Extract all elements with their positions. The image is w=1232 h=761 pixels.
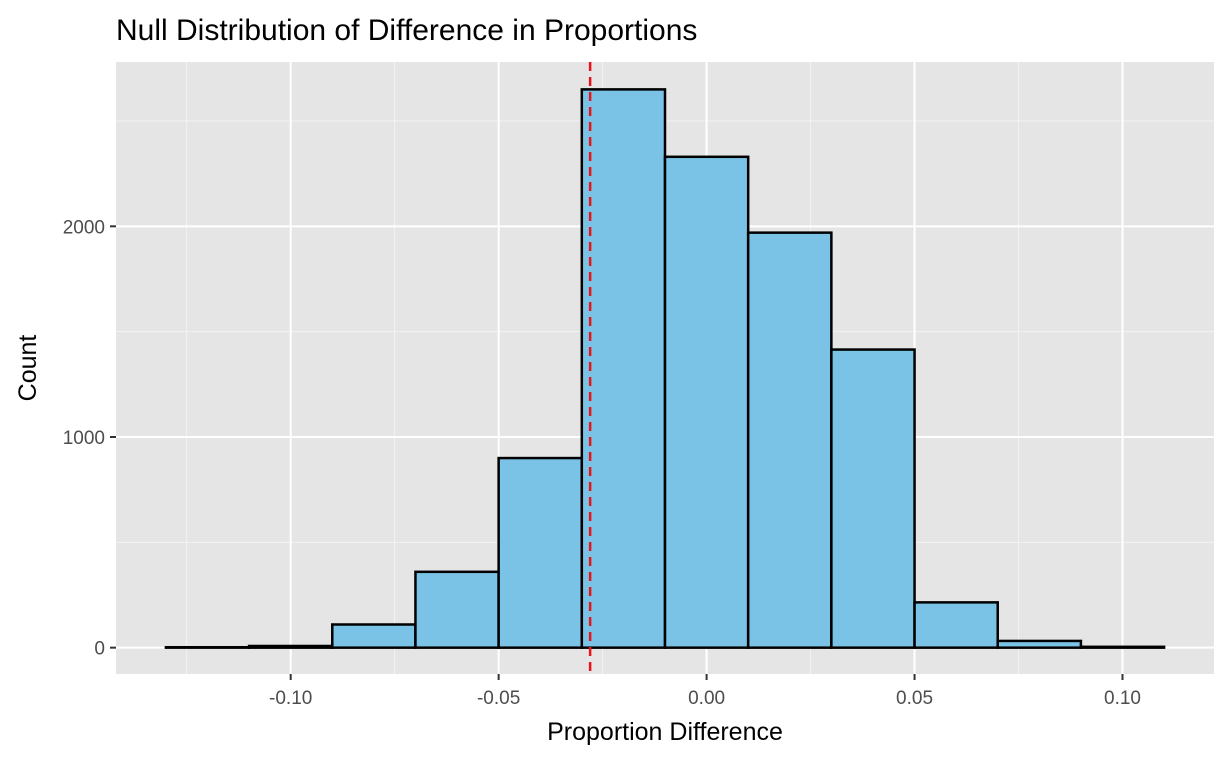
y-axis: 0 1000 2000 xyxy=(63,217,116,660)
histogram-bar xyxy=(913,601,999,649)
x-axis-title: Proportion Difference xyxy=(547,718,783,746)
histogram-bar xyxy=(247,644,334,649)
histogram-bar xyxy=(414,570,500,649)
x-tick-label: 0.10 xyxy=(1104,688,1141,709)
x-tick-label: -0.05 xyxy=(477,688,520,709)
y-tick-label: 2000 xyxy=(63,217,105,238)
histogram-bar xyxy=(996,639,1083,649)
histogram-bar xyxy=(331,623,417,649)
histogram-bars xyxy=(164,88,1166,649)
chart-title: Null Distribution of Difference in Propo… xyxy=(116,14,697,47)
histogram-bar xyxy=(746,231,833,649)
histogram-bar xyxy=(830,348,916,649)
histogram-bar xyxy=(497,456,584,649)
y-axis-title: Count xyxy=(14,335,42,402)
x-tick-label: -0.10 xyxy=(269,688,312,709)
x-axis: -0.10 -0.05 0.00 0.05 0.10 xyxy=(269,674,1141,709)
x-tick-label: 0.05 xyxy=(896,688,933,709)
histogram-bar xyxy=(663,155,750,649)
x-tick-label: 0.00 xyxy=(688,688,725,709)
y-tick-label: 1000 xyxy=(63,428,105,449)
y-tick-label: 0 xyxy=(94,639,105,660)
histogram-bar xyxy=(1079,645,1166,649)
histogram-bar xyxy=(580,88,667,649)
